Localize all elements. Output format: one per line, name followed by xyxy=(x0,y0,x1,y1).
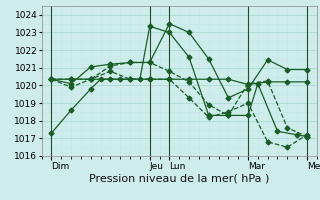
X-axis label: Pression niveau de la mer( hPa ): Pression niveau de la mer( hPa ) xyxy=(89,173,269,183)
